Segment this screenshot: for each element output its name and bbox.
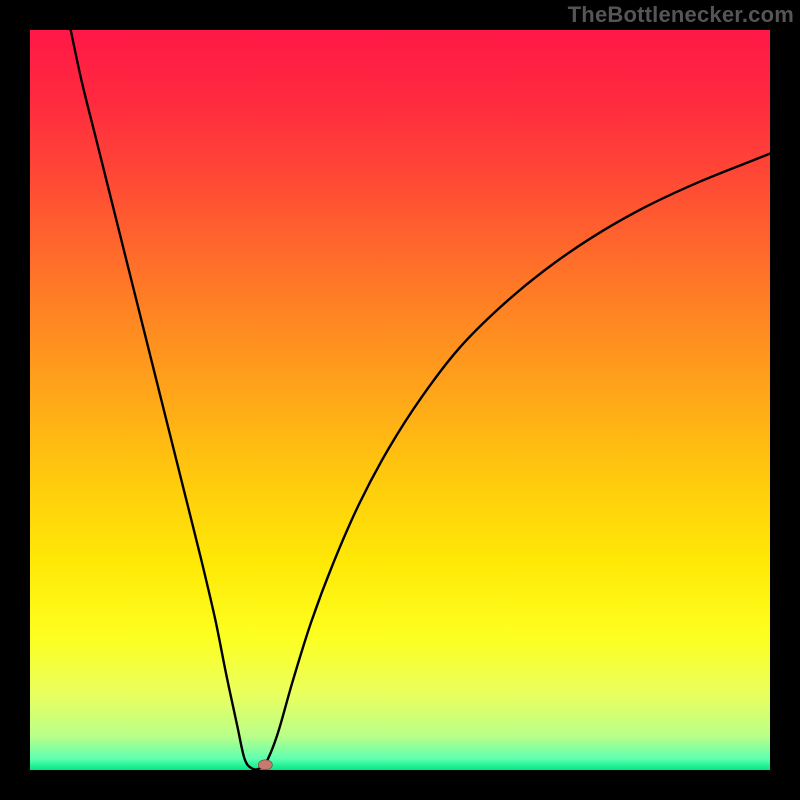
gradient-background <box>30 30 770 770</box>
optimal-point-marker <box>258 760 272 770</box>
bottleneck-chart <box>30 30 770 770</box>
outer-frame: TheBottlenecker.com <box>0 0 800 800</box>
watermark-text: TheBottlenecker.com <box>568 2 794 28</box>
plot-area <box>30 30 770 770</box>
